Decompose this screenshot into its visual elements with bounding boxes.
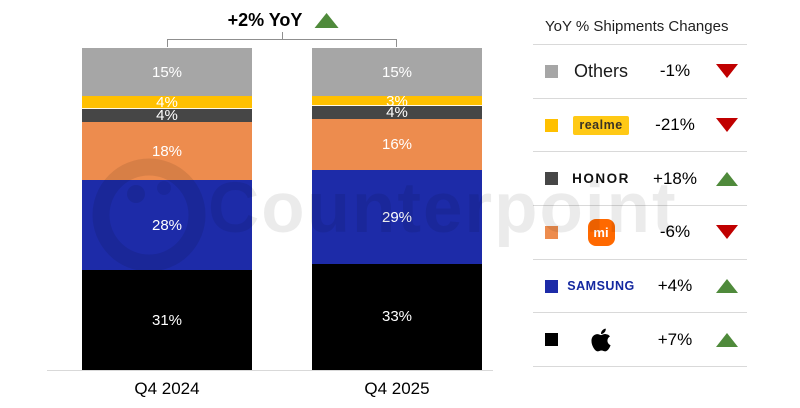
bracket-left-tick <box>167 39 168 47</box>
realme-color-swatch <box>545 118 558 132</box>
legend-row-apple: +7% <box>533 313 747 368</box>
honor-change-value: +18% <box>653 168 697 188</box>
segment-value-label: 15% <box>381 63 413 81</box>
bracket-center-tick <box>282 32 283 40</box>
apple-change-value: +7% <box>657 329 693 349</box>
segment-value-label: 3% <box>386 92 408 110</box>
x-axis-label-q4-2025: Q4 2025 <box>364 379 430 398</box>
legend-row-samsung: SAMSUNG +4% <box>533 260 747 314</box>
segment-others-q4-2024: 15% <box>82 48 252 97</box>
samsung-brand-logo: SAMSUNG <box>558 279 644 293</box>
yoy-total-label: +2% YoY <box>227 10 303 30</box>
honor-brand-logo: HONOR <box>558 171 644 186</box>
x-axis-line <box>47 370 493 371</box>
xiaomi-color-swatch <box>545 225 558 239</box>
apple-color-swatch <box>545 333 558 347</box>
apple-brand-logo <box>558 327 644 353</box>
realme-wordmark: realme <box>573 115 629 135</box>
segment-honor-q4-2025: 4% <box>312 103 482 121</box>
honor-color-swatch <box>545 172 558 186</box>
segment-xiaomi-q4-2025: 16% <box>312 118 482 171</box>
realme-change-value: -21% <box>655 115 695 135</box>
legend-rows: Others -1% realme -21% HONOR +18% mi -6% SAMSUNG… <box>533 45 747 368</box>
x-axis-label-q4-2024: Q4 2024 <box>134 379 200 398</box>
segment-value-label: 29% <box>381 208 413 226</box>
segment-others-q4-2025: 15% <box>312 48 482 97</box>
segment-value-label: 18% <box>151 142 183 160</box>
realme-brand-logo: realme <box>558 115 644 135</box>
segment-value-label: 16% <box>381 136 413 154</box>
segment-honor-q4-2024: 4% <box>82 107 252 125</box>
samsung-wordmark: SAMSUNG <box>567 279 635 294</box>
xiaomi-change-value: -6% <box>659 222 691 242</box>
down-triangle-icon <box>715 118 738 133</box>
legend-title: YoY % Shipments Changes <box>533 0 747 45</box>
segment-realme-q4-2025: 3% <box>312 92 482 110</box>
stacked-bar-q4-2024: 15% 4% 4% 18% 28% 31% <box>82 48 252 370</box>
legend-row-others: Others -1% <box>533 45 747 99</box>
segment-apple-q4-2025: 33% <box>312 263 482 370</box>
segment-realme-q4-2024: 4% <box>82 94 252 112</box>
segment-value-label: 28% <box>151 216 183 234</box>
up-triangle-icon <box>715 171 738 186</box>
segment-value-label: 15% <box>151 63 183 81</box>
others-brand-logo: Others <box>558 61 644 82</box>
honor-wordmark: HONOR <box>572 171 630 187</box>
up-triangle-icon <box>314 13 339 28</box>
others-change-value: -1% <box>659 61 691 81</box>
down-triangle-icon <box>715 64 738 79</box>
segment-apple-q4-2024: 31% <box>82 270 252 370</box>
segment-value-label: 4% <box>386 103 408 121</box>
legend-row-xiaomi: mi -6% <box>533 206 747 260</box>
up-triangle-icon <box>715 332 738 347</box>
others-color-swatch <box>545 64 558 78</box>
xiaomi-wordmark: mi <box>587 218 615 246</box>
segment-xiaomi-q4-2024: 18% <box>82 122 252 180</box>
samsung-color-swatch <box>545 279 558 293</box>
segment-samsung-q4-2025: 29% <box>312 170 482 264</box>
segment-samsung-q4-2024: 28% <box>82 180 252 271</box>
samsung-change-value: +4% <box>657 276 693 296</box>
up-triangle-icon <box>715 279 738 294</box>
legend-row-honor: HONOR +18% <box>533 152 747 207</box>
segment-value-label: 4% <box>156 94 178 112</box>
stacked-bar-q4-2025: 15% 3% 4% 16% 29% 33% <box>312 48 482 370</box>
apple-logo-icon <box>590 327 612 353</box>
xiaomi-brand-logo: mi <box>558 218 644 246</box>
segment-value-label: 31% <box>151 311 183 329</box>
legend-panel: YoY % Shipments Changes Others -1% realme -… <box>533 0 747 408</box>
others-wordmark: Others <box>573 60 629 81</box>
segment-value-label: 33% <box>381 308 413 326</box>
segment-value-label: 4% <box>156 107 178 125</box>
legend-row-realme: realme -21% <box>533 99 747 153</box>
down-triangle-icon <box>715 225 738 240</box>
bracket-right-tick <box>396 39 397 47</box>
yoy-total-annotation: +2% YoY <box>228 10 339 31</box>
